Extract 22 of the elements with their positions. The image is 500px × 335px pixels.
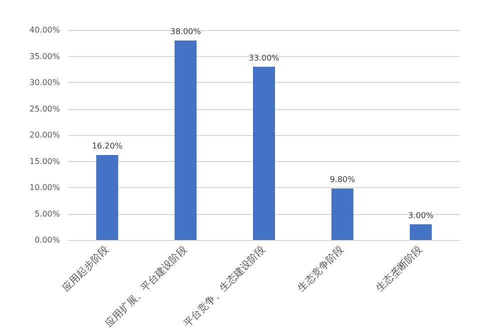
data-label: 33.00% [248, 53, 280, 62]
y-tick-label: 5.00% [34, 209, 60, 218]
data-label: 16.20% [92, 141, 123, 150]
bar [253, 66, 275, 240]
y-tick-label: 30.00% [29, 78, 60, 87]
y-tick-label: 35.00% [29, 52, 60, 61]
y-tick-label: 15.00% [29, 156, 60, 166]
y-tick-label: 40.00% [29, 26, 60, 34]
x-tick-label: 生态垄断阶段 [374, 243, 425, 294]
data-label: 38.00% [170, 27, 202, 36]
data-label: 9.80% [330, 175, 356, 184]
x-tick-label: 应用起步阶段 [60, 243, 112, 294]
x-tick-label: 生态竞争阶段 [295, 243, 346, 294]
y-tick-label: 20.00% [29, 130, 60, 140]
data-label: 3.00% [408, 210, 434, 220]
bar [410, 224, 432, 240]
y-tick-label: 25.00% [29, 104, 60, 114]
y-tick-label: 0.00% [34, 236, 60, 244]
bar [96, 154, 118, 240]
bar [331, 188, 354, 240]
bar [174, 40, 197, 240]
y-tick-label: 10.00% [29, 183, 60, 192]
